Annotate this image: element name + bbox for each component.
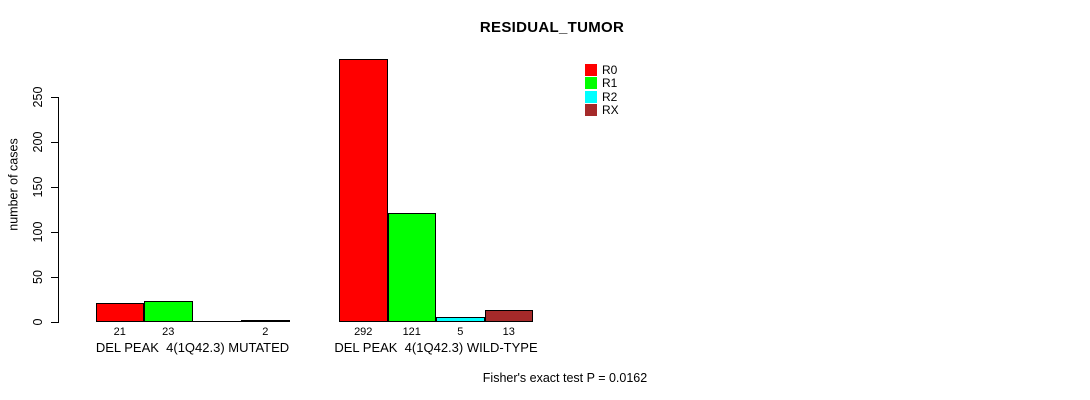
bar-value-label: 2 bbox=[262, 326, 269, 338]
chart-title: RESIDUAL_TUMOR bbox=[479, 19, 625, 36]
x-category-label: DEL PEAK 4(1Q42.3) WILD-TYPE bbox=[334, 340, 538, 355]
bar-R2-mutated bbox=[192, 321, 241, 322]
y-axis-line bbox=[58, 97, 59, 323]
fisher-test-note: Fisher's exact test P = 0.0162 bbox=[482, 371, 648, 385]
y-tick-label: 200 bbox=[31, 131, 45, 153]
y-tick-mark bbox=[51, 142, 58, 143]
legend-item-R2: R2 bbox=[585, 89, 619, 104]
legend-swatch-R0 bbox=[585, 64, 597, 76]
bar-RX-wildtype bbox=[484, 310, 533, 322]
y-tick-mark bbox=[51, 277, 58, 278]
y-axis-label: number of cases bbox=[6, 138, 21, 231]
y-tick-label: 100 bbox=[31, 221, 45, 243]
bar-R1-wildtype bbox=[387, 213, 436, 322]
legend-swatch-R2 bbox=[585, 90, 597, 103]
y-tick-mark bbox=[51, 97, 58, 98]
legend-label: R0 bbox=[602, 63, 618, 77]
bar-R0-wildtype bbox=[339, 59, 388, 322]
y-tick-mark bbox=[51, 232, 58, 233]
bar-RX-mutated bbox=[241, 320, 290, 322]
bar-R2-wildtype bbox=[436, 317, 485, 322]
legend-swatch-RX bbox=[585, 104, 597, 117]
bar-value-label: 21 bbox=[113, 326, 126, 338]
bar-value-label: 121 bbox=[402, 326, 421, 338]
legend-item-R1: R1 bbox=[585, 76, 619, 91]
y-tick-label: 150 bbox=[31, 176, 45, 198]
legend: R0 R1 R2 RX bbox=[585, 64, 619, 118]
bar-value-label: 5 bbox=[457, 326, 464, 338]
legend-label: RX bbox=[602, 103, 619, 118]
y-tick-mark bbox=[51, 322, 58, 323]
legend-label: R2 bbox=[602, 89, 618, 104]
legend-item-R0: R0 bbox=[585, 64, 619, 76]
legend-swatch-R1 bbox=[585, 77, 597, 90]
y-tick-label: 250 bbox=[31, 86, 45, 108]
bar-value-label: 23 bbox=[162, 326, 175, 338]
legend-item-RX: RX bbox=[585, 103, 619, 118]
y-tick-label: 0 bbox=[31, 318, 45, 326]
y-tick-label: 50 bbox=[31, 270, 45, 284]
x-category-label: DEL PEAK 4(1Q42.3) MUTATED bbox=[95, 340, 290, 355]
bar-R1-mutated bbox=[144, 301, 193, 322]
y-tick-mark bbox=[51, 187, 58, 188]
bar-value-label: 13 bbox=[502, 326, 515, 338]
legend-label: R1 bbox=[602, 76, 618, 91]
bar-value-label: 292 bbox=[354, 326, 373, 338]
bar-R0-mutated bbox=[95, 303, 144, 322]
